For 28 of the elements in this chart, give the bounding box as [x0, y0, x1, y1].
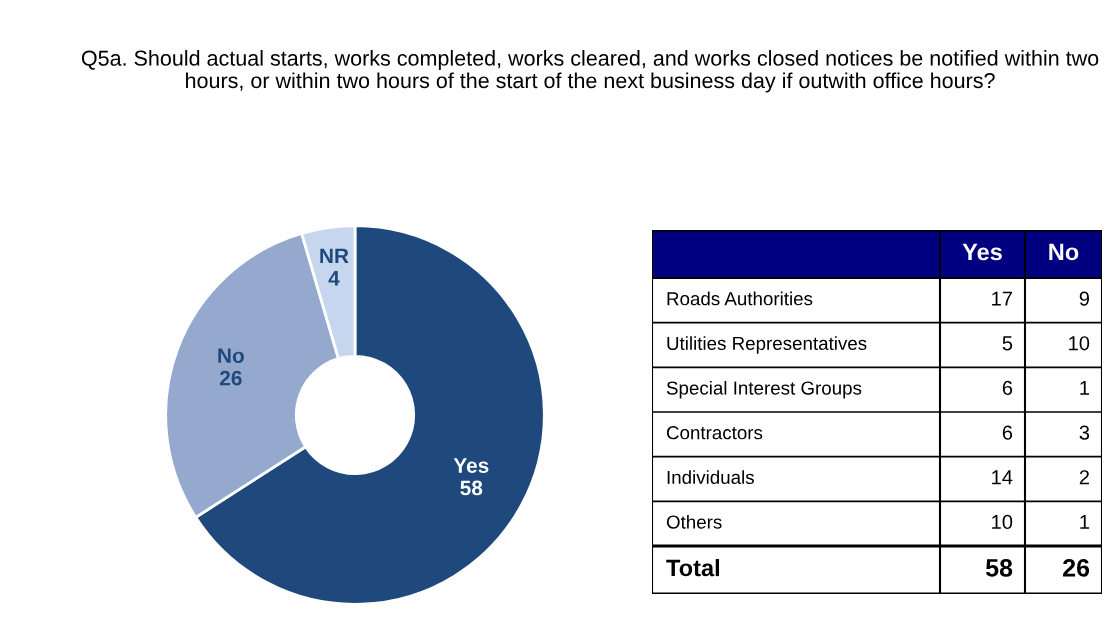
slice-label: Yes: [453, 458, 489, 473]
slice-label: NR: [320, 248, 349, 263]
data-label: 9: [1079, 291, 1090, 306]
data-label: 26: [219, 370, 242, 386]
data-label: 3: [1079, 425, 1090, 440]
data-label: 26: [1063, 559, 1090, 577]
data-label: 6: [1002, 425, 1013, 440]
y-tick-label: Utilities Representatives: [667, 336, 867, 354]
data-label: 58: [460, 480, 483, 496]
data-label: 2: [1079, 470, 1089, 485]
y-tick-label: Roads Authorities: [667, 291, 813, 306]
data-label: 4: [328, 271, 340, 286]
data-label: 14: [992, 470, 1013, 485]
slice-label: No: [218, 348, 244, 364]
data-label: 58: [985, 559, 1013, 577]
y-tick-label: Special Interest Groups: [666, 380, 862, 399]
data-label: 17: [992, 291, 1012, 306]
data-label: 1: [1080, 381, 1090, 395]
y-tick-label: Individuals: [667, 470, 754, 485]
y-tick-label: Total: [666, 558, 719, 577]
text: Q5a. Should actual starts, works completed, works cleared, and works closed notices be notified within two hours, or within two hours of the start of the next business day if outwith office hours?: [81, 50, 1099, 93]
data-label: 6: [1002, 380, 1013, 396]
y-tick-label: Others: [666, 514, 722, 529]
data-label: 10: [992, 514, 1013, 530]
data-label: 10: [1069, 336, 1090, 351]
data-label: 5: [1002, 336, 1013, 351]
data-label: 1: [1080, 515, 1090, 529]
y-tick-label: Contractors: [666, 426, 763, 440]
